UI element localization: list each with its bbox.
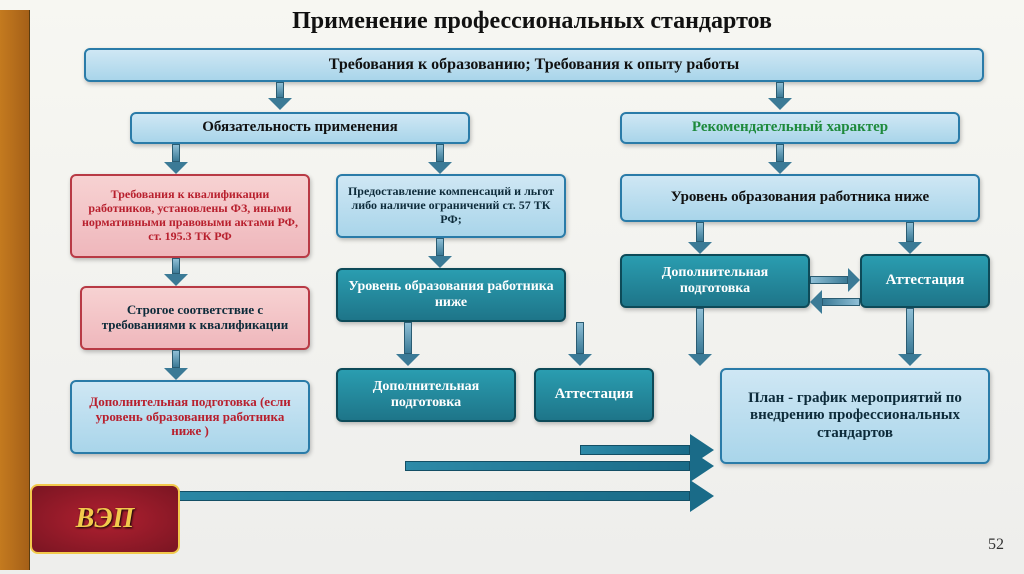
node-n4: Требования к квалификации работников, ус… (70, 174, 310, 258)
page-number: 52 (988, 536, 1004, 554)
logo-badge: ВЭП (30, 484, 180, 554)
node-n11: Дополнительная подготовка (если уровень … (70, 380, 310, 454)
arrow-down-10 (396, 322, 420, 366)
page-title: Применение профессиональных стандартов (60, 8, 1004, 38)
big-arrow-0 (110, 480, 714, 512)
arrow-down-7 (688, 222, 712, 254)
arrow-down-13 (898, 308, 922, 366)
arrow-down-4 (768, 144, 792, 174)
node-n14: План - график мероприятий по внедрению п… (720, 368, 990, 464)
arrow-down-1 (768, 82, 792, 110)
arrow-down-0 (268, 82, 292, 110)
node-n5: Предоставление компенсаций и льгот либо … (336, 174, 566, 238)
arrow-down-3 (428, 144, 452, 174)
node-n9: Дополнительная подготовка (620, 254, 810, 308)
node-n6: Уровень образования работника ниже (620, 174, 980, 222)
node-n12: Дополнительная подготовка (336, 368, 516, 422)
arrow-down-2 (164, 144, 188, 174)
arrow-down-8 (898, 222, 922, 254)
arrow-down-6 (428, 238, 452, 268)
node-n1: Требования к образованию; Требования к о… (84, 48, 984, 82)
arrow-down-11 (568, 322, 592, 366)
node-n7: Строгое соответствие с требованиями к кв… (80, 286, 310, 350)
arrow-right-0 (810, 268, 860, 292)
node-n10: Аттестация (860, 254, 990, 308)
node-n2: Обязательность применения (130, 112, 470, 144)
arrow-down-5 (164, 258, 188, 286)
node-n3: Рекомендательный характер (620, 112, 960, 144)
node-n8: Уровень образования работника ниже (336, 268, 566, 322)
arrow-down-9 (164, 350, 188, 380)
arrow-left-0 (810, 290, 860, 314)
big-arrow-2 (580, 434, 714, 466)
node-n13: Аттестация (534, 368, 654, 422)
logo-text: ВЭП (76, 503, 135, 535)
arrow-down-12 (688, 308, 712, 366)
left-strip (0, 10, 30, 570)
